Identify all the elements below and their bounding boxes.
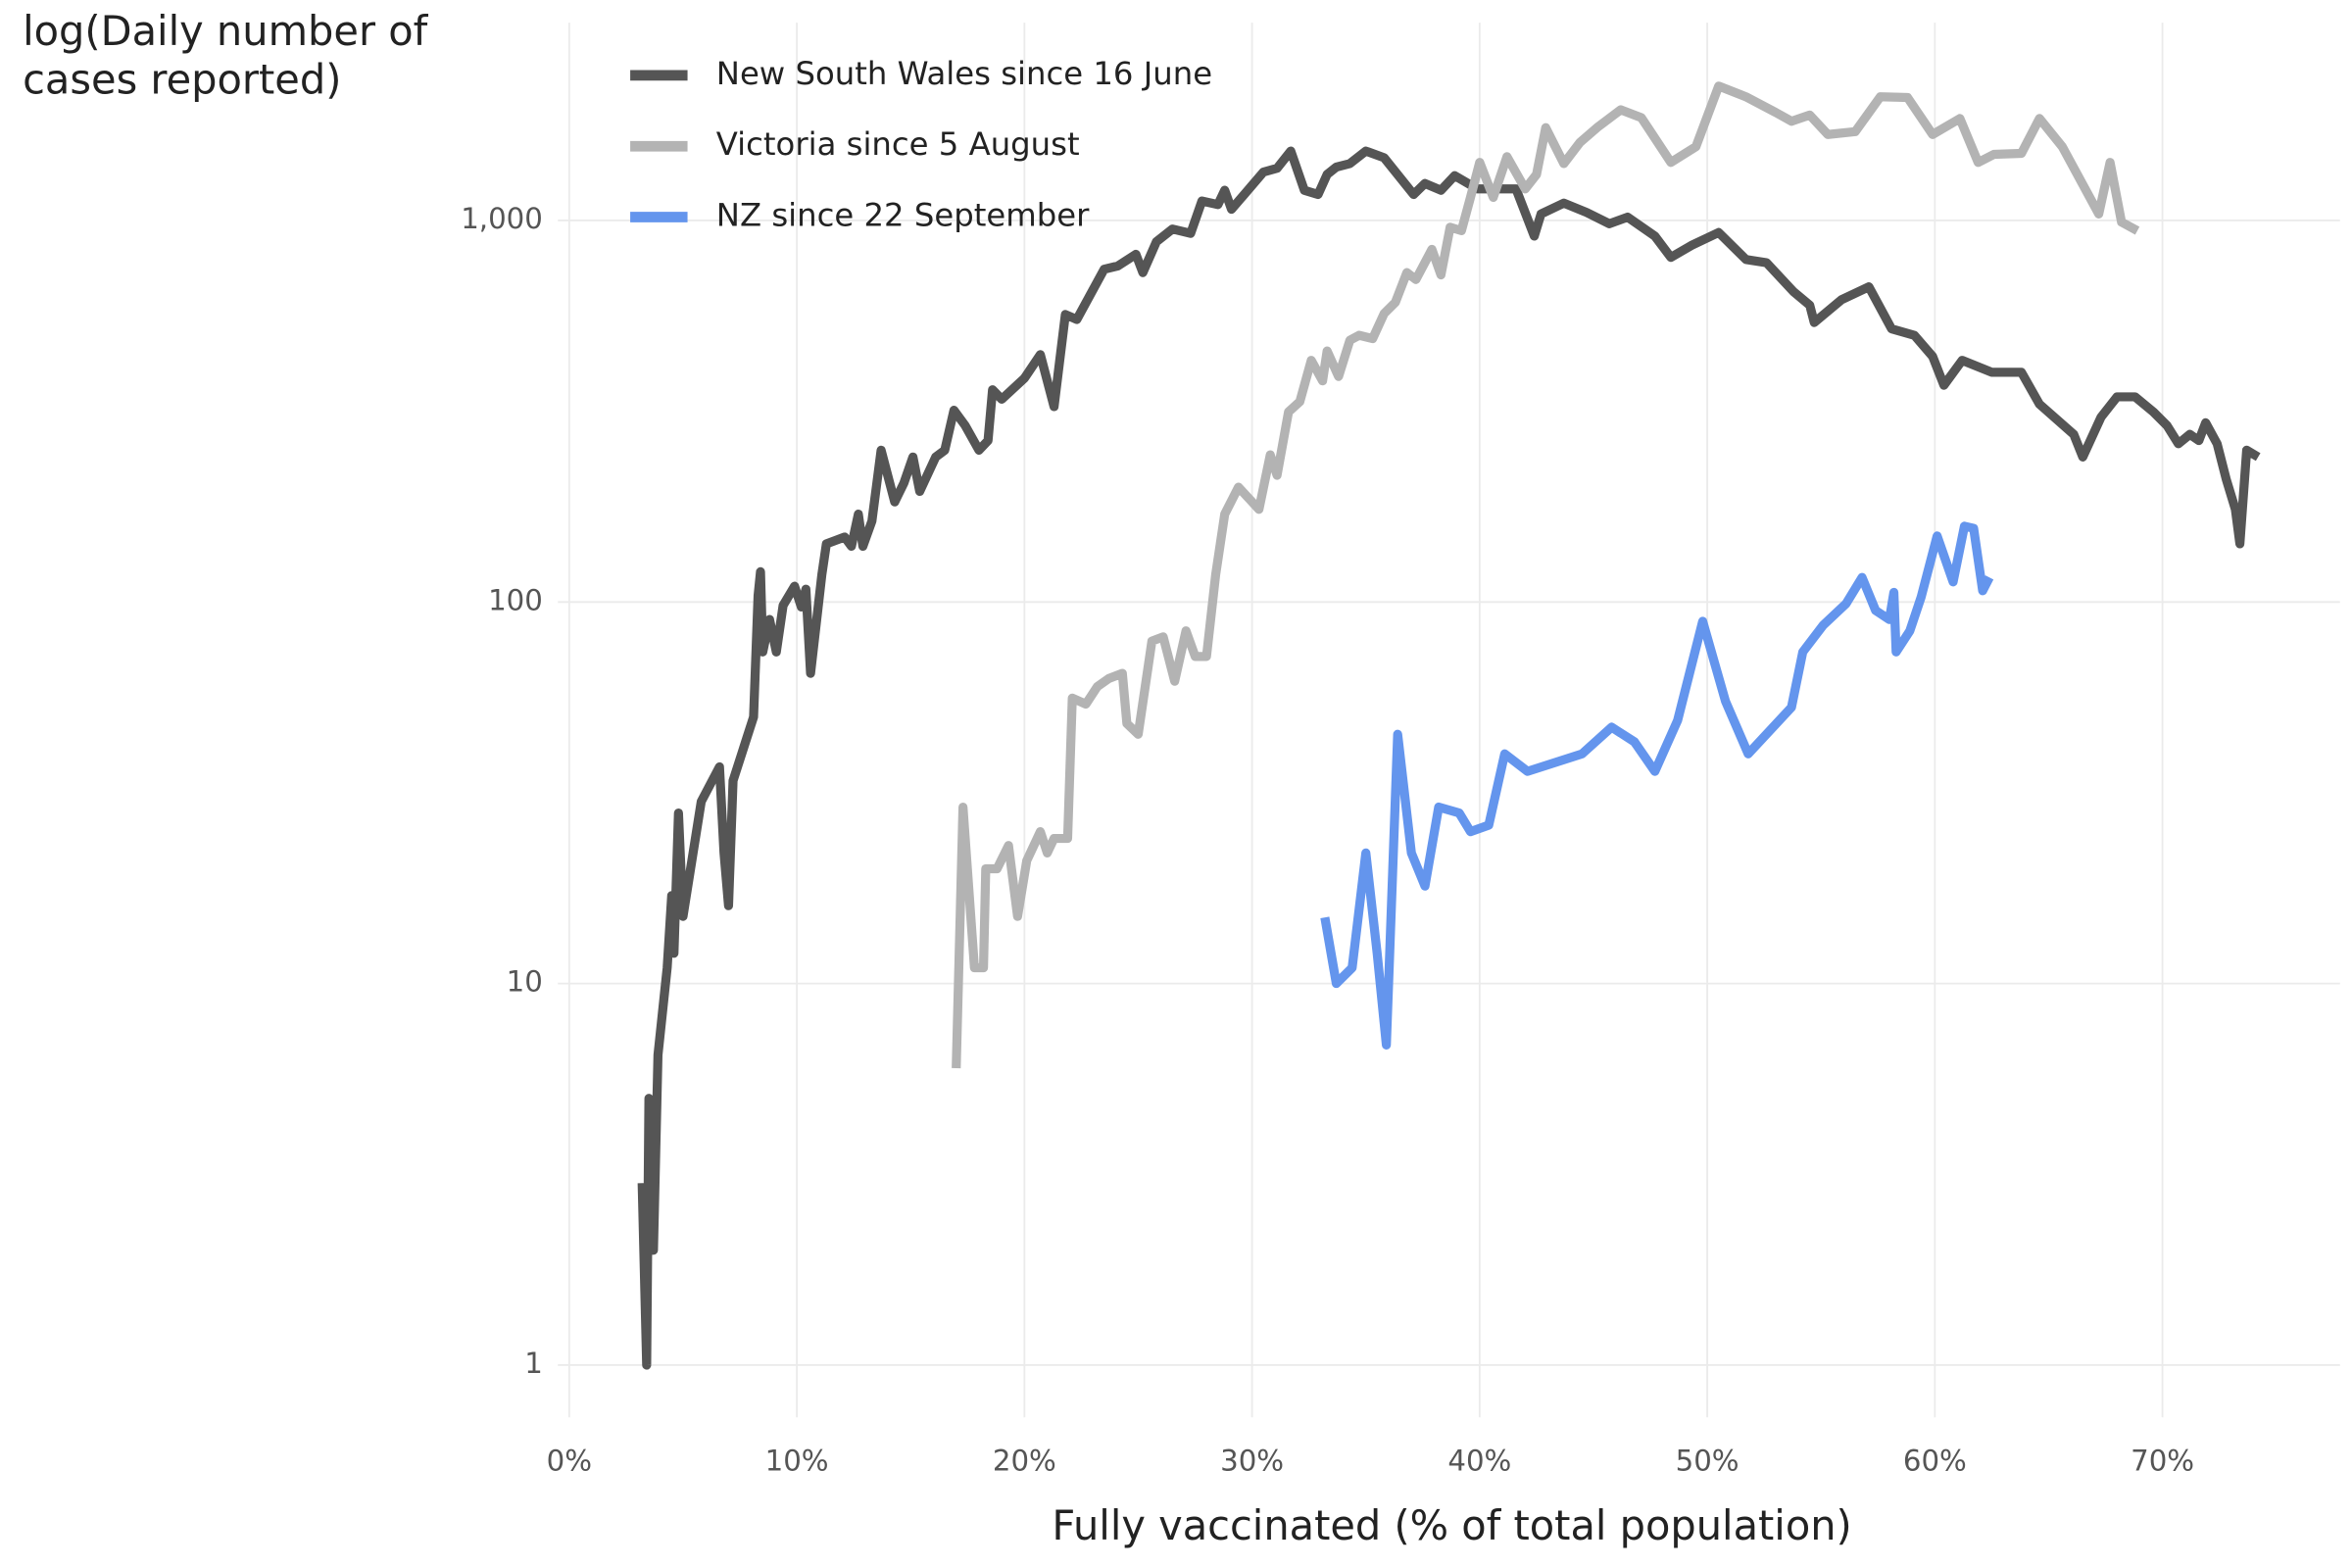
series-line [1320,521,1994,1050]
y-tick-label: 1 [524,1347,543,1380]
series-line [637,146,2261,1370]
x-tick-label: 50% [1676,1444,1740,1477]
y-tick-label: 10 [507,965,543,999]
x-tick-label: 60% [1903,1444,1967,1477]
x-tick-label: 20% [993,1444,1056,1477]
x-tick-label: 30% [1220,1444,1284,1477]
y-axis-label: log(Daily number of cases reported) [23,9,428,105]
legend-label: Victoria since 5 August [716,125,1080,163]
legend-label: NZ since 22 September [716,197,1090,234]
y-tick-label: 100 [488,583,543,616]
x-tick-label: 40% [1447,1444,1511,1477]
x-tick-label: 70% [2131,1444,2194,1477]
x-tick-label: 0% [547,1444,592,1477]
grid [558,23,2340,1418]
series-line [952,81,2140,1069]
x-axis-label: Fully vaccinated (% of total population) [1052,1501,1851,1549]
y-tick-label: 1,000 [461,202,543,235]
legend-label: New South Wales since 16 June [716,55,1212,92]
x-tick-label: 10% [765,1444,829,1477]
